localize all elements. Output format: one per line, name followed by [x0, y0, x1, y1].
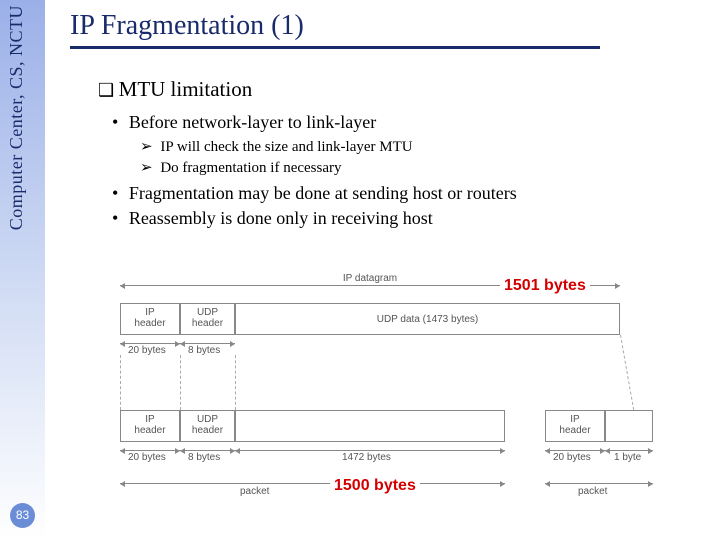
- title-underline: [70, 46, 600, 49]
- box-line: UDP: [197, 414, 218, 425]
- box-line: header: [134, 425, 165, 436]
- box-udp-data: UDP data (1473 bytes): [235, 303, 620, 335]
- packet-label: packet: [578, 486, 607, 497]
- section-heading: MTU limitation: [98, 77, 700, 102]
- sidebar: Computer Center, CS, NCTU 83: [0, 0, 45, 540]
- sublabel: 1 byte: [614, 452, 641, 463]
- dim-line: [180, 450, 235, 451]
- box-line: header: [192, 425, 223, 436]
- box-data-frag1: [235, 410, 505, 442]
- sidebar-text: Computer Center, CS, NCTU: [6, 5, 27, 230]
- sublabel: 8 bytes: [188, 345, 220, 356]
- box-udp-header-2: UDP header: [180, 410, 235, 442]
- sublabel: 8 bytes: [188, 452, 220, 463]
- dash: [180, 355, 181, 410]
- box-ip-header-3: IP header: [545, 410, 605, 442]
- page-number: 83: [10, 503, 35, 528]
- sublabel: 20 bytes: [128, 345, 166, 356]
- box-ip-header-1: IP header: [120, 303, 180, 335]
- box-line: IP: [145, 414, 154, 425]
- arrow-list: IP will check the size and link-layer MT…: [158, 137, 700, 177]
- bullet-item: Before network-layer to link-layer: [128, 112, 700, 133]
- dash: [620, 335, 634, 410]
- box-line: header: [134, 318, 165, 329]
- box-line: IP: [570, 414, 579, 425]
- page-title: IP Fragmentation (1): [70, 10, 700, 42]
- sublabel: 20 bytes: [553, 452, 591, 463]
- dim-line: [235, 450, 505, 451]
- bullet-item: Reassembly is done only in receiving hos…: [128, 208, 700, 229]
- sublabel: 20 bytes: [128, 452, 166, 463]
- content: IP Fragmentation (1) MTU limitation Befo…: [70, 10, 700, 233]
- arrow-item: IP will check the size and link-layer MT…: [158, 137, 700, 156]
- dim-packet-2: [545, 483, 653, 484]
- box-line: IP: [145, 307, 154, 318]
- sublabel: 1472 bytes: [342, 452, 391, 463]
- dim-line: [180, 343, 235, 344]
- bullet-list: Fragmentation may be done at sending hos…: [128, 183, 700, 229]
- top-caption: IP datagram: [330, 273, 410, 284]
- packet-label: packet: [240, 486, 269, 497]
- dim-line: [120, 343, 180, 344]
- arrow-item: Do fragmentation if necessary: [158, 158, 700, 177]
- section: MTU limitation Before network-layer to l…: [98, 77, 700, 229]
- red-label-2: 1500 bytes: [330, 477, 420, 495]
- dash: [235, 355, 236, 410]
- dim-line: [545, 450, 605, 451]
- dash: [120, 355, 121, 410]
- bullet-list: Before network-layer to link-layer: [128, 112, 700, 133]
- diagram: IP datagram 1501 bytes IP header UDP hea…: [80, 285, 680, 535]
- dim-packet-1: [120, 483, 505, 484]
- box-line: header: [559, 425, 590, 436]
- dim-line: [605, 450, 653, 451]
- box-udp-header-1: UDP header: [180, 303, 235, 335]
- box-ip-header-2: IP header: [120, 410, 180, 442]
- dim-line: [120, 450, 180, 451]
- red-label-1: 1501 bytes: [500, 277, 590, 295]
- bullet-item: Fragmentation may be done at sending hos…: [128, 183, 700, 204]
- box-line: UDP: [197, 307, 218, 318]
- box-data-frag2: [605, 410, 653, 442]
- box-line: header: [192, 318, 223, 329]
